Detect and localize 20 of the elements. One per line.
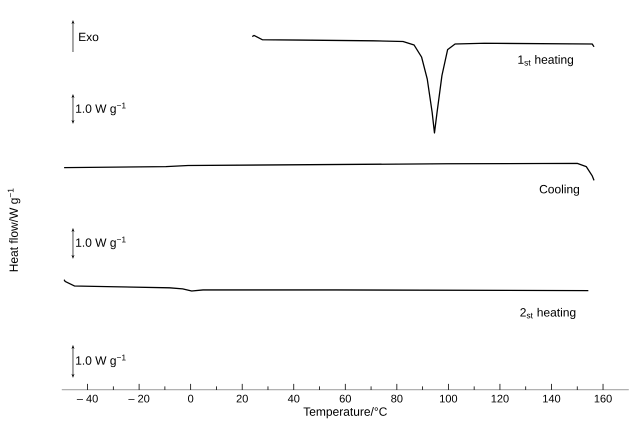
x-axis-title: Temperature/°C — [303, 407, 387, 418]
x-tick-label: 100 — [440, 394, 458, 403]
series-label: 2$_{st}$ heating — [520, 308, 576, 320]
x-tick-label: 20 — [236, 394, 248, 403]
x-tick-label: 80 — [391, 394, 403, 403]
series-label: Cooling — [540, 184, 580, 196]
x-tick-label: 60 — [340, 394, 351, 403]
x-tick-label: 40 — [288, 394, 300, 403]
annotation: 1.0 W g$^{−1}$ — [76, 236, 126, 250]
x-tick-label: 140 — [543, 394, 560, 403]
x-tick-label: 0 — [188, 394, 194, 403]
x-tick-label: 120 — [492, 394, 509, 403]
series-label: 1$_{st}$ heating — [518, 55, 574, 66]
annotation: Exo — [79, 32, 98, 42]
x-tick-label: – 20 — [128, 394, 150, 403]
y-axis-title: Heat flow/W g$^{−1}$ — [8, 188, 20, 272]
x-tick-label: 160 — [594, 394, 612, 403]
annotation: 1.0 W g$^{−1}$ — [76, 102, 126, 116]
annotation: 1.0 W g$^{−1}$ — [76, 354, 126, 368]
x-tick-label: – 40 — [76, 394, 98, 403]
